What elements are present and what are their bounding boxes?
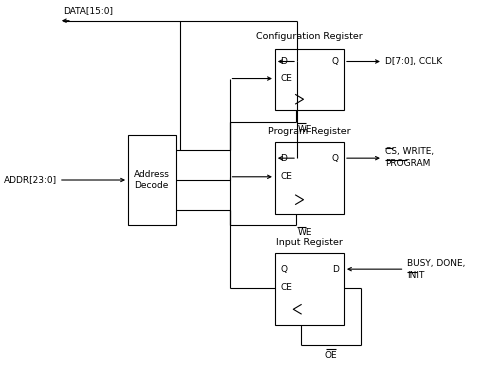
Text: Q: Q (331, 154, 338, 163)
Text: WE: WE (297, 228, 312, 237)
Text: BUSY, DONE,: BUSY, DONE, (406, 259, 464, 268)
Bar (274, 49, 343, 110)
Text: CE: CE (279, 172, 291, 181)
Text: D[7:0], CCLK: D[7:0], CCLK (384, 57, 441, 66)
Text: ADDR[23:0]: ADDR[23:0] (3, 176, 57, 184)
Text: OE: OE (324, 351, 337, 360)
Text: CS, WRITE,: CS, WRITE, (384, 147, 433, 156)
Bar (274, 142, 343, 214)
Text: Q: Q (331, 57, 338, 66)
Bar (128, 135, 175, 225)
Text: WE: WE (297, 124, 312, 134)
Text: Program Register: Program Register (268, 127, 350, 136)
Text: PROGRAM: PROGRAM (384, 160, 429, 168)
Text: DATA[15:0]: DATA[15:0] (63, 6, 113, 15)
Text: Configuration Register: Configuration Register (256, 32, 362, 42)
Text: D: D (331, 265, 338, 274)
Text: Input Register: Input Register (275, 238, 342, 247)
Text: Address
Decode: Address Decode (134, 170, 169, 190)
Text: CE: CE (279, 283, 291, 292)
Bar (274, 253, 343, 325)
Text: D: D (279, 154, 287, 163)
Text: INIT: INIT (406, 271, 423, 280)
Text: Q: Q (279, 265, 287, 274)
Text: D: D (279, 57, 287, 66)
Text: CE: CE (279, 74, 291, 83)
